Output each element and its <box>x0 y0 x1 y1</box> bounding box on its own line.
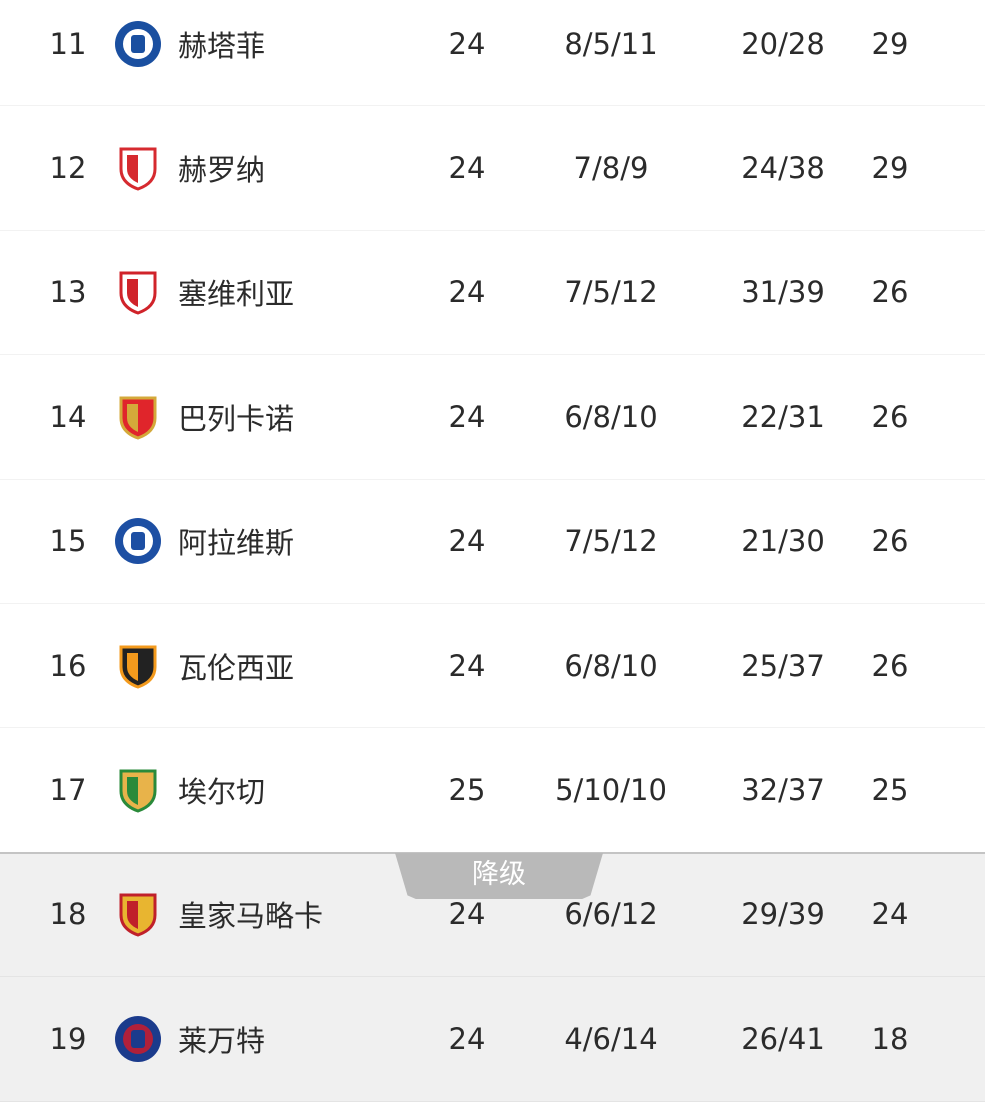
win-draw-loss: 7/5/12 <box>564 275 658 310</box>
matches-played: 24 <box>448 399 486 434</box>
team-name[interactable]: 埃尔切 <box>178 775 266 810</box>
alaves-crest-icon <box>113 516 163 566</box>
goals-for-against: 29/39 <box>741 897 825 932</box>
goals-for-against: 24/38 <box>741 151 825 186</box>
team-name[interactable]: 皇家马略卡 <box>178 899 324 934</box>
rank: 13 <box>49 275 87 310</box>
win-draw-loss: 4/6/14 <box>564 1021 658 1056</box>
team-name[interactable]: 瓦伦西亚 <box>178 650 295 685</box>
elche-crest-icon <box>113 765 163 815</box>
valencia-crest-icon <box>113 641 163 691</box>
table-row[interactable]: 11 赫塔菲 24 8/5/11 20/28 29 <box>0 0 985 107</box>
getafe-crest-icon <box>113 19 163 69</box>
mallorca-crest-icon <box>113 889 163 939</box>
goals-for-against: 32/37 <box>741 773 825 808</box>
points: 29 <box>871 151 909 186</box>
goals-for-against: 22/31 <box>741 399 825 434</box>
rank: 15 <box>49 524 87 559</box>
goals-for-against: 31/39 <box>741 275 825 310</box>
points: 29 <box>871 26 909 61</box>
rank: 12 <box>49 151 87 186</box>
team-name[interactable]: 赫罗纳 <box>178 153 266 188</box>
points: 24 <box>871 897 909 932</box>
rayo-crest-icon <box>113 392 163 442</box>
goals-for-against: 26/41 <box>741 1021 825 1056</box>
team-name[interactable]: 巴列卡诺 <box>178 401 295 436</box>
rank: 16 <box>49 648 87 683</box>
table-row[interactable]: 12 赫罗纳 24 7/8/9 24/38 29 <box>0 106 985 231</box>
matches-played: 25 <box>448 773 486 808</box>
matches-played: 24 <box>448 26 486 61</box>
win-draw-loss: 7/8/9 <box>573 151 649 186</box>
win-draw-loss: 6/8/10 <box>564 648 658 683</box>
rank: 19 <box>49 1021 87 1056</box>
table-row[interactable]: 14 巴列卡诺 24 6/8/10 22/31 26 <box>0 355 985 480</box>
team-name[interactable]: 赫塔菲 <box>178 28 266 63</box>
matches-played: 24 <box>448 648 486 683</box>
rank: 17 <box>49 773 87 808</box>
table-row[interactable]: 15 阿拉维斯 24 7/5/12 21/30 26 <box>0 479 985 604</box>
team-name[interactable]: 阿拉维斯 <box>178 526 295 561</box>
table-row[interactable]: 13 塞维利亚 24 7/5/12 31/39 26 <box>0 230 985 356</box>
win-draw-loss: 6/8/10 <box>564 399 658 434</box>
matches-played: 24 <box>448 151 486 186</box>
rank: 18 <box>49 897 87 932</box>
win-draw-loss: 7/5/12 <box>564 524 658 559</box>
table-row[interactable]: 19 莱万特 24 4/6/14 26/41 18 <box>0 977 985 1102</box>
rank: 11 <box>49 26 87 61</box>
points: 26 <box>871 399 909 434</box>
table-row[interactable]: 16 瓦伦西亚 24 6/8/10 25/37 26 <box>0 603 985 729</box>
relegation-zone-label: 降级 <box>395 853 603 899</box>
matches-played: 24 <box>448 1021 486 1056</box>
points: 18 <box>871 1021 909 1056</box>
table-row[interactable]: 17 埃尔切 25 5/10/10 32/37 25 <box>0 728 985 853</box>
goals-for-against: 20/28 <box>741 26 825 61</box>
points: 26 <box>871 648 909 683</box>
matches-played: 24 <box>448 275 486 310</box>
goals-for-against: 25/37 <box>741 648 825 683</box>
points: 25 <box>871 773 909 808</box>
goals-for-against: 21/30 <box>741 524 825 559</box>
matches-played: 24 <box>448 897 486 932</box>
team-name[interactable]: 莱万特 <box>178 1023 266 1058</box>
girona-crest-icon <box>113 143 163 193</box>
win-draw-loss: 5/10/10 <box>555 773 667 808</box>
points: 26 <box>871 524 909 559</box>
team-name[interactable]: 塞维利亚 <box>178 277 295 312</box>
matches-played: 24 <box>448 524 486 559</box>
points: 26 <box>871 275 909 310</box>
win-draw-loss: 6/6/12 <box>564 897 658 932</box>
rank: 14 <box>49 399 87 434</box>
win-draw-loss: 8/5/11 <box>564 26 658 61</box>
levante-crest-icon <box>113 1014 163 1064</box>
sevilla-crest-icon <box>113 267 163 317</box>
